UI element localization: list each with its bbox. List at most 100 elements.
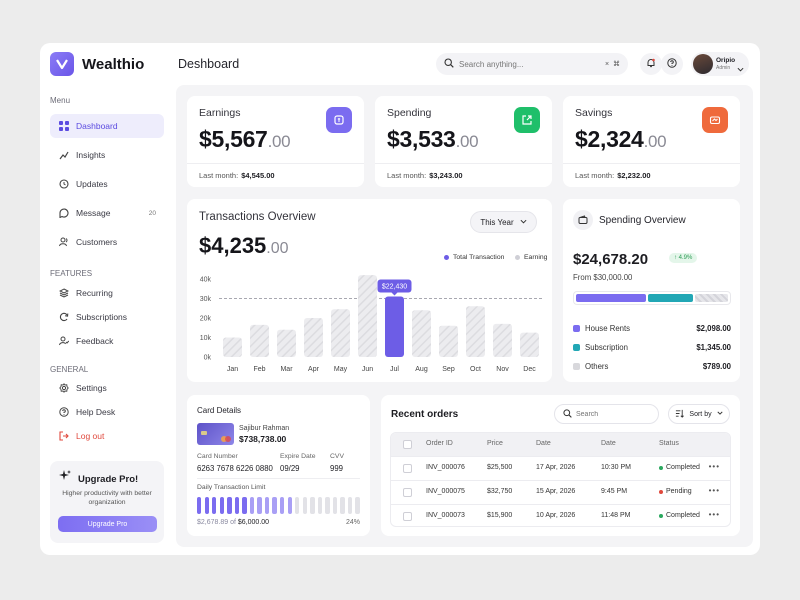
limit-tick xyxy=(212,497,217,514)
card-balance: $738,738.00 xyxy=(239,434,287,444)
table-row[interactable]: INV_000075 $32,750 15 Apr, 2026 9:45 PM … xyxy=(391,480,730,503)
sidebar-item-insights[interactable]: Insights xyxy=(50,143,164,167)
user-menu[interactable]: Oripio Admin xyxy=(691,52,749,76)
status-badge: Completed xyxy=(659,464,700,471)
wallet-icon[interactable] xyxy=(326,107,352,133)
daily-limit-meter xyxy=(197,497,360,514)
sidebar-item-logout[interactable]: Log out xyxy=(50,424,164,448)
spending-overview-card: Spending Overview $24,678.20 ↑ 4.9% From… xyxy=(563,199,740,382)
logo-icon xyxy=(50,52,74,76)
more-options-icon[interactable]: ••• xyxy=(708,510,720,519)
sidebar-item-message[interactable]: Message 20 xyxy=(50,201,164,225)
limit-tick xyxy=(234,497,240,514)
sort-by-button[interactable]: Sort by xyxy=(668,404,730,424)
table-row[interactable]: INV_000073 $15,900 10 Apr, 2026 11:48 PM… xyxy=(391,504,730,526)
stat-label: Earnings xyxy=(199,107,241,119)
sidebar-item-label: Message xyxy=(76,208,111,218)
help-button[interactable] xyxy=(661,53,683,75)
chart-bar xyxy=(520,332,539,357)
limit-tick xyxy=(347,497,353,514)
chart-bar xyxy=(358,275,377,357)
sidebar-item-label: Log out xyxy=(76,431,105,441)
period-dropdown[interactable]: This Year xyxy=(470,211,537,233)
transactions-title: Transactions Overview xyxy=(199,211,316,223)
row-checkbox[interactable] xyxy=(403,512,412,521)
stat-label: Spending xyxy=(387,107,432,119)
stat-label: Savings xyxy=(575,107,613,119)
chart-bar xyxy=(304,318,323,357)
card-details-card: Card Details Sajibur Rahman $738,738.00 … xyxy=(187,395,370,536)
daily-limit-label: Daily Transaction Limit xyxy=(197,484,266,491)
sidebar-item-recurring[interactable]: Recurring xyxy=(50,281,164,305)
upgrade-title: Upgrade Pro! xyxy=(78,474,139,485)
limit-tick xyxy=(264,497,270,514)
stat-value: $5,567.00 xyxy=(199,126,291,152)
x-tick-label: May xyxy=(334,366,348,373)
sidebar-item-customers[interactable]: Customers xyxy=(50,230,164,254)
upgrade-pro-button[interactable]: Upgrade Pro xyxy=(58,516,157,532)
sidebar-item-label: Dashboard xyxy=(76,121,118,131)
sidebar-item-label: Help Desk xyxy=(76,407,116,417)
card-number-label: Card Number xyxy=(197,453,238,460)
recent-orders-card: Recent orders Sort by Order ID Price Dat… xyxy=(381,395,740,536)
app-name: Wealthio xyxy=(82,55,145,73)
more-options-icon[interactable]: ••• xyxy=(708,486,720,495)
x-tick-label: Dec xyxy=(523,366,536,373)
limit-tick xyxy=(280,497,285,514)
x-tick-label: Mar xyxy=(280,366,293,373)
page-title: Deshboard xyxy=(178,57,240,71)
table-row[interactable]: INV_000076 $25,500 17 Apr, 2026 10:30 PM… xyxy=(391,456,730,479)
chevron-down-icon xyxy=(717,410,723,418)
limit-tick xyxy=(219,497,224,514)
limit-tick xyxy=(332,497,338,514)
status-badge: Pending xyxy=(659,488,692,495)
limit-tick xyxy=(317,497,323,514)
search-icon xyxy=(444,55,454,73)
x-tick-label: Nov xyxy=(496,366,509,373)
credit-card-icon[interactable] xyxy=(197,423,234,445)
legend-total-transaction: Total Transaction xyxy=(444,254,504,261)
transactions-total: $4,235.00 xyxy=(199,233,289,258)
spending-overview-title: Spending Overview xyxy=(599,215,686,226)
notifications-button[interactable] xyxy=(640,53,662,75)
orders-search[interactable] xyxy=(554,404,659,424)
row-checkbox[interactable] xyxy=(403,464,412,473)
sidebar-item-subscriptions[interactable]: Subscriptions xyxy=(50,305,164,329)
global-search[interactable]: × ⌘ xyxy=(436,53,628,75)
main-content: Earnings $5,567.00 Last month: $4,545.00 … xyxy=(176,85,753,547)
card-holder: Sajibur Rahman xyxy=(239,425,290,432)
user-name: Oripio xyxy=(716,57,736,64)
spending-progress-bar xyxy=(573,291,731,305)
upgrade-pro-card: Upgrade Pro! Higher productivity with be… xyxy=(50,461,164,543)
sidebar-item-label: Insights xyxy=(76,150,106,160)
sidebar-item-label: Customers xyxy=(76,237,118,247)
chart-bar xyxy=(493,323,512,357)
export-icon[interactable] xyxy=(514,107,540,133)
x-tick-label: Jul xyxy=(390,366,399,373)
message-count-badge: 20 xyxy=(148,209,156,217)
sidebar-item-help-desk[interactable]: Help Desk xyxy=(50,400,164,424)
select-all-checkbox[interactable] xyxy=(403,440,412,449)
x-tick-label: Feb xyxy=(253,366,265,373)
spending-segment xyxy=(695,294,728,302)
stat-value: $2,324.00 xyxy=(575,126,667,152)
more-options-icon[interactable]: ••• xyxy=(708,462,720,471)
row-checkbox[interactable] xyxy=(403,488,412,497)
piggy-icon[interactable] xyxy=(702,107,728,133)
app-window: Wealthio Menu Dashboard Insights Updates… xyxy=(40,43,760,555)
chart-tooltip xyxy=(377,279,412,293)
earnings-card: Earnings $5,567.00 Last month: $4,545.00 xyxy=(187,96,364,187)
sidebar-item-dashboard[interactable]: Dashboard xyxy=(50,114,164,138)
app-logo[interactable]: Wealthio xyxy=(50,52,144,76)
orders-search-input[interactable] xyxy=(576,410,656,418)
sidebar-item-settings[interactable]: Settings xyxy=(50,376,164,400)
sidebar-item-feedback[interactable]: Feedback xyxy=(50,329,164,353)
x-tick-label: Jan xyxy=(227,366,238,373)
user-role: Admin xyxy=(716,65,731,71)
sidebar-item-updates[interactable]: Updates xyxy=(50,172,164,196)
card-number: 6263 7678 6226 0880 xyxy=(197,464,273,473)
y-tick-label: 40k xyxy=(200,277,212,284)
clear-icon[interactable]: × xyxy=(605,61,610,68)
search-input[interactable] xyxy=(459,59,599,69)
sidebar-item-label: Settings xyxy=(76,383,107,393)
